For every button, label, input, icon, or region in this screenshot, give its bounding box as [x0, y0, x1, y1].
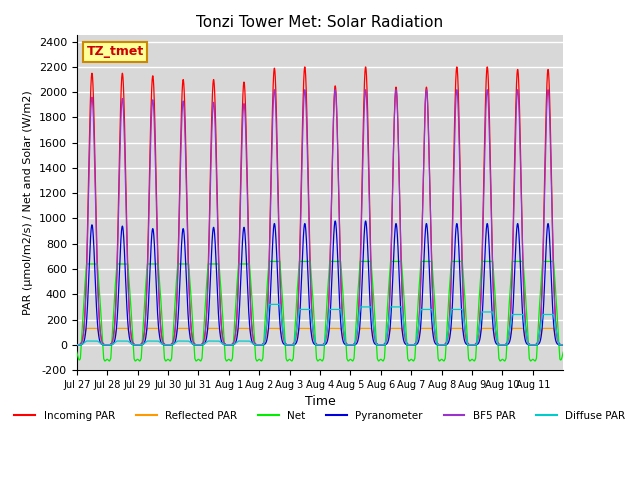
X-axis label: Time: Time — [305, 396, 335, 408]
Title: Tonzi Tower Met: Solar Radiation: Tonzi Tower Met: Solar Radiation — [196, 15, 444, 30]
Text: TZ_tmet: TZ_tmet — [86, 46, 144, 59]
Legend: Incoming PAR, Reflected PAR, Net, Pyranometer, BF5 PAR, Diffuse PAR: Incoming PAR, Reflected PAR, Net, Pyrano… — [10, 407, 630, 425]
Y-axis label: PAR (μmol/m2/s) / Net and Solar (W/m2): PAR (μmol/m2/s) / Net and Solar (W/m2) — [23, 90, 33, 315]
